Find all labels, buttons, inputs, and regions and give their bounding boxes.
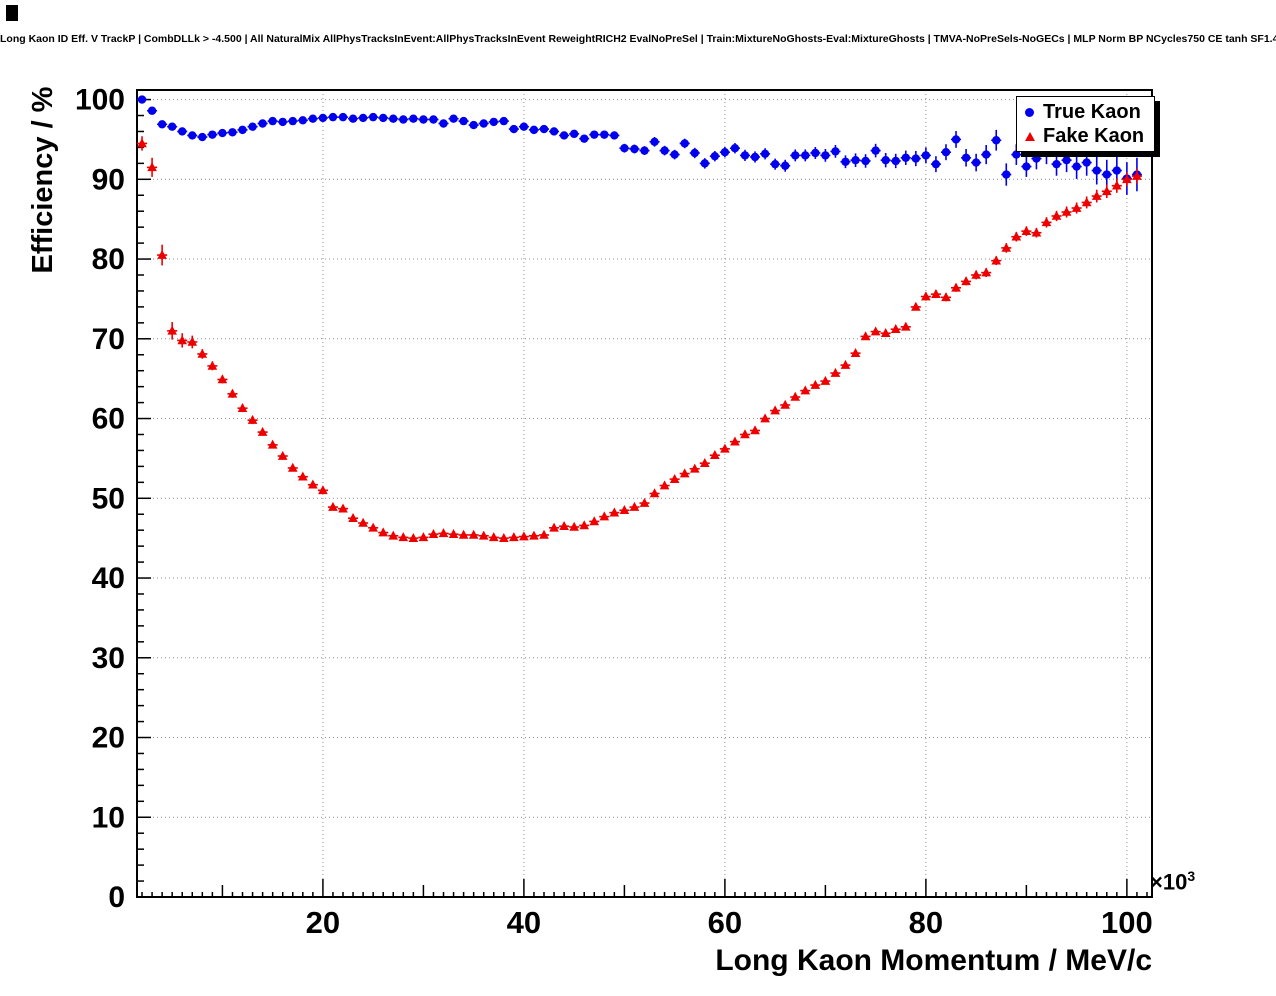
svg-text:40: 40 bbox=[507, 905, 541, 940]
x-axis-title: Long Kaon Momentum / MeV/c bbox=[715, 944, 1152, 977]
legend-label-fake-kaon: Fake Kaon bbox=[1043, 125, 1145, 147]
x-scale-base: ×10 bbox=[1150, 869, 1188, 895]
svg-text:100: 100 bbox=[75, 84, 125, 117]
svg-text:60: 60 bbox=[92, 403, 125, 436]
legend: True Kaon Fake Kaon bbox=[1016, 96, 1155, 152]
circle-marker-icon bbox=[1025, 107, 1034, 117]
plot-title: Long Kaon ID Eff. V TrackP | CombDLLk > … bbox=[0, 33, 1276, 45]
legend-item-true-kaon: True Kaon bbox=[1017, 100, 1154, 124]
svg-text:20: 20 bbox=[306, 905, 340, 940]
svg-text:80: 80 bbox=[92, 243, 125, 276]
x-scale-exponent: 3 bbox=[1187, 868, 1196, 884]
y-axis-title: Efficiency / % bbox=[27, 86, 59, 274]
svg-text:60: 60 bbox=[708, 905, 742, 940]
legend-item-fake-kaon: Fake Kaon bbox=[1017, 124, 1154, 148]
svg-text:70: 70 bbox=[92, 323, 125, 356]
canvas-corner-marker bbox=[6, 5, 18, 21]
svg-text:80: 80 bbox=[909, 905, 943, 940]
svg-text:90: 90 bbox=[92, 163, 125, 196]
svg-text:10: 10 bbox=[92, 801, 125, 834]
true-kaon-marker bbox=[1022, 107, 1037, 117]
svg-text:100: 100 bbox=[1101, 905, 1153, 940]
svg-text:20: 20 bbox=[92, 722, 125, 755]
triangle-marker-icon bbox=[1024, 131, 1035, 141]
svg-text:50: 50 bbox=[92, 482, 125, 515]
svg-text:30: 30 bbox=[92, 642, 125, 675]
svg-text:0: 0 bbox=[108, 881, 125, 914]
legend-label-true-kaon: True Kaon bbox=[1043, 101, 1141, 123]
x-axis-scale-label: ×103 bbox=[1150, 868, 1195, 895]
svg-text:40: 40 bbox=[92, 562, 125, 595]
fake-kaon-marker bbox=[1022, 131, 1037, 141]
